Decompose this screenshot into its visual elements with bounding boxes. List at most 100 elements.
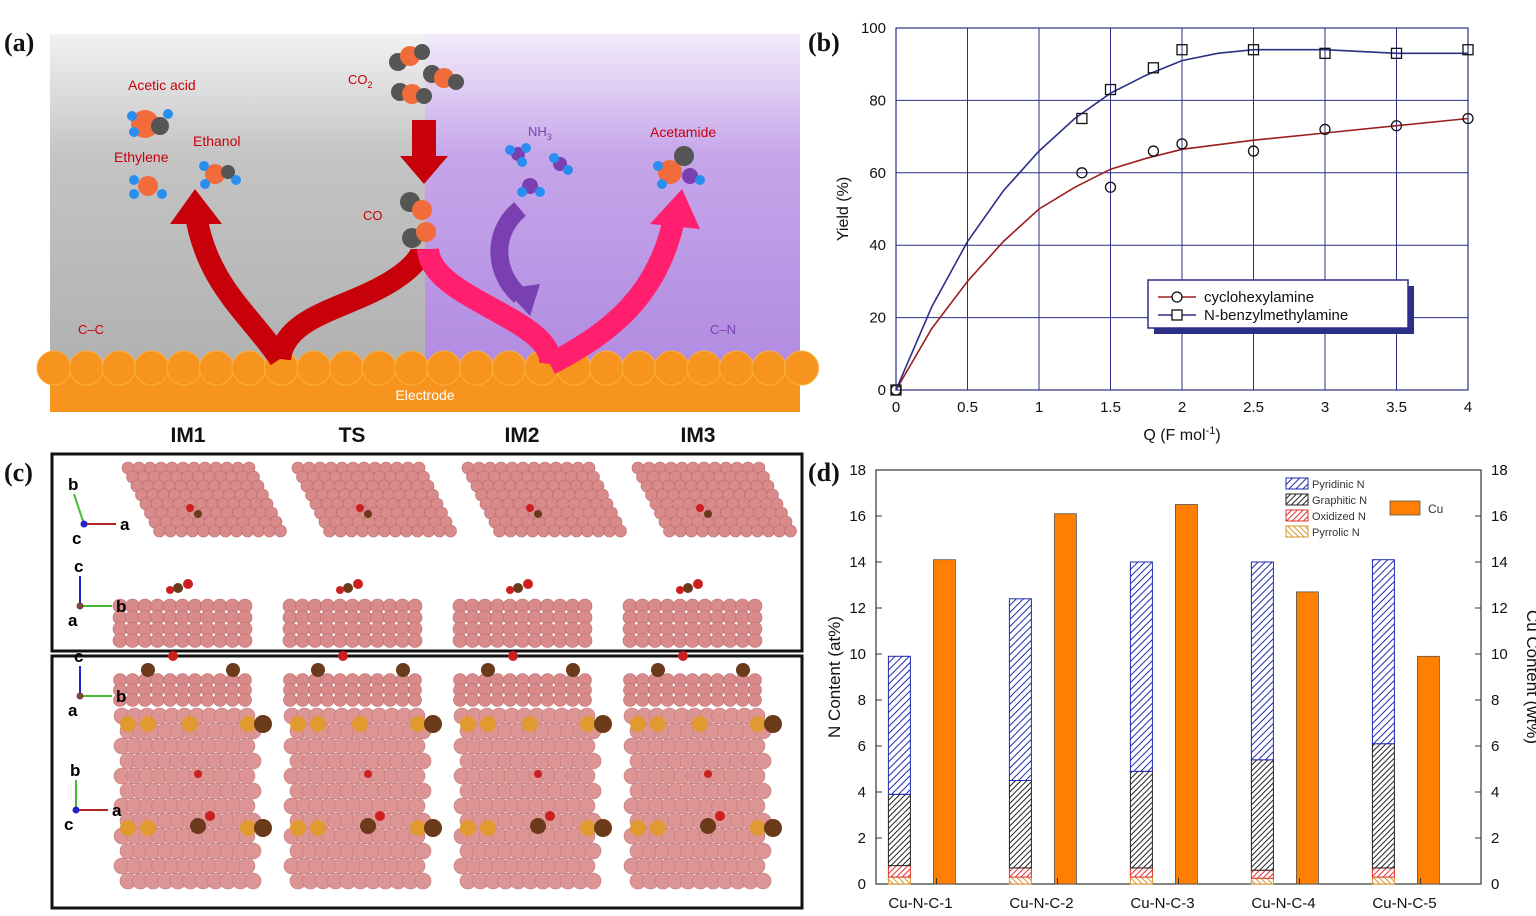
column-header-im2: IM2 (504, 424, 539, 447)
cc-arrow-head (170, 189, 222, 224)
cu-atom (219, 524, 232, 538)
legend-label-cu: Cu (1428, 502, 1443, 516)
carbon-atom (513, 583, 523, 593)
n-bar-segment (887, 655, 911, 795)
cu-atom (389, 524, 402, 538)
co2-arrow-head (400, 156, 448, 184)
n-dopant-atom (580, 716, 596, 732)
cu-atom (747, 633, 763, 648)
cu-atom (660, 633, 675, 648)
cu-atom (150, 693, 165, 707)
cu-atom (408, 737, 426, 755)
carbon-atom (764, 715, 782, 733)
legend-swatch (1285, 525, 1309, 538)
axis-label: a (112, 801, 122, 820)
y-tick-label: 0 (858, 876, 866, 893)
data-point-circle (1390, 120, 1403, 132)
cu-atom (308, 693, 322, 707)
cu-atom (414, 872, 432, 890)
cu-atom (754, 872, 772, 890)
cu-atom (710, 633, 725, 648)
cu-atom (241, 524, 254, 538)
cu-atom (378, 524, 391, 538)
cu-atom (754, 752, 772, 770)
cu-atom (515, 524, 528, 538)
data-point-square (1176, 44, 1188, 56)
n-bar-segment (1008, 876, 1032, 885)
electrode-atom (199, 350, 234, 386)
content-bar-chart: 0 0 2 2 4 4 6 6 8 8 10 10 12 12 14 14 16 16 18 18 N Content … (825, 462, 1536, 912)
cu-atom (422, 524, 435, 538)
acetic-acid-molecule (127, 109, 173, 138)
cn-coupling-arrow (417, 246, 561, 366)
n-dopant-atom (310, 820, 326, 836)
legend-label: cyclohexylamine (1204, 289, 1314, 306)
cu-atom (452, 633, 468, 648)
cu-atom (490, 633, 505, 648)
oxygen-atom (678, 651, 688, 661)
cu-atom (478, 693, 492, 707)
n-bar-segment (1371, 559, 1395, 745)
cu-atom (754, 782, 772, 800)
oxygen-atom (194, 770, 202, 778)
cu-atom (748, 767, 766, 785)
cu-atom (584, 782, 602, 800)
legend-swatch (1285, 509, 1309, 522)
cn-product-arrow (545, 211, 686, 374)
nh3-arrow-head (505, 284, 540, 316)
n-dopant-atom (460, 820, 476, 836)
cu-atom (382, 633, 398, 648)
cu-atom (345, 693, 360, 707)
cu-atom (187, 633, 203, 648)
acetic-acid-label: Acetic acid (128, 77, 196, 93)
n-dopant-atom (650, 716, 666, 732)
oxygen-atom (534, 770, 542, 778)
cu-atom (553, 693, 567, 707)
cu-atom (559, 524, 572, 538)
cu-atom (357, 633, 373, 648)
cc-product-arrow (184, 207, 290, 366)
axis-label: c (74, 557, 83, 576)
n-dopant-atom (480, 716, 496, 732)
cu-atom (408, 797, 426, 815)
cu-atom (465, 633, 480, 648)
cu-atom (213, 693, 227, 707)
n-dopant-atom (480, 820, 496, 836)
electrode-atom (686, 350, 722, 386)
cu-atom (751, 524, 764, 538)
cu-atom (444, 524, 457, 538)
oxygen-atom (375, 811, 385, 821)
oxygen-atom (526, 504, 534, 512)
cu-atom (526, 524, 539, 538)
carbon-atom (594, 715, 612, 733)
cu-atom (748, 693, 762, 707)
x-tick-label: Cu-N-C-5 (1372, 895, 1436, 912)
cu-atom (237, 633, 253, 648)
n-dopant-atom (290, 820, 306, 836)
n-bar-segment (1250, 759, 1274, 871)
cu-atom (493, 524, 506, 538)
cu-atom (323, 524, 336, 538)
electrode-atom (166, 350, 202, 386)
cu-atom (175, 633, 190, 648)
cu-atom (163, 693, 177, 707)
cu-atom (577, 633, 593, 648)
n-dopant-atom (692, 716, 708, 732)
cu-atom (230, 524, 243, 538)
column-header-im3: IM3 (680, 424, 715, 447)
axis-indicator: a b c (64, 761, 122, 834)
cu-atom (614, 524, 627, 538)
data-point-square (1076, 112, 1088, 125)
electrode-atom (329, 350, 364, 386)
electrode-label: Electrode (395, 387, 454, 403)
cu-atom (333, 693, 347, 707)
cu-atom (238, 693, 252, 707)
electrode-atom (751, 350, 787, 386)
carbon-atom (226, 663, 240, 677)
axis-label: c (64, 815, 73, 834)
carbon-atom (311, 663, 325, 677)
y2-tick-label: 16 (1491, 508, 1508, 525)
electrode-atom (784, 350, 819, 386)
column-header-im1: IM1 (170, 424, 205, 447)
